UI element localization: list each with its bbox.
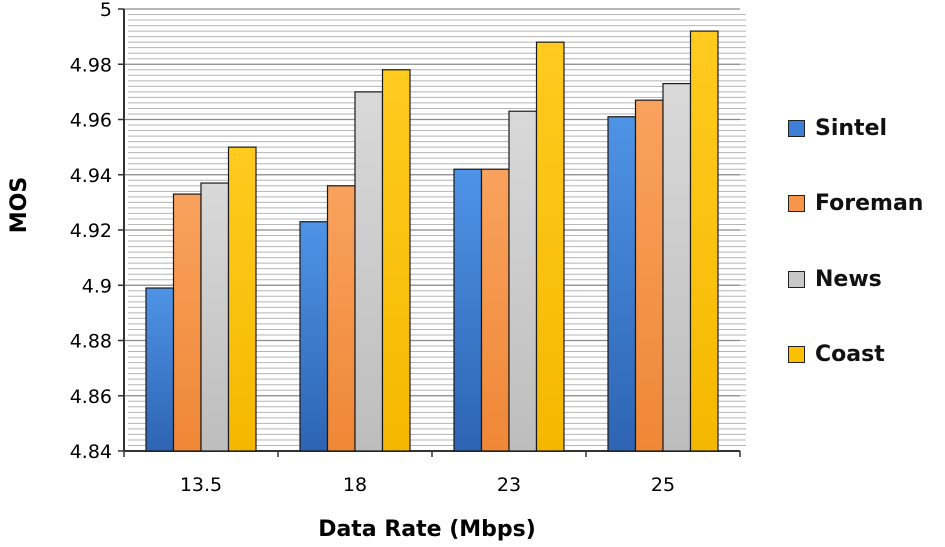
bar-coast-25	[689, 30, 719, 452]
legend-item-news: News	[788, 263, 943, 295]
y-tick-label: 4.88	[70, 331, 112, 353]
bar-coast-18	[381, 69, 411, 452]
bar-news-25	[662, 82, 692, 452]
bar-sintel-23	[453, 168, 483, 452]
legend-swatch	[788, 119, 805, 137]
legend-label: Foreman	[815, 191, 924, 216]
bar-foreman-25	[634, 99, 664, 452]
legend-item-sintel: Sintel	[788, 112, 943, 144]
y-tick-label: 4.92	[70, 220, 112, 242]
bar-foreman-13.5	[172, 193, 202, 452]
legend: Sintel Foreman News Coast	[788, 112, 943, 414]
bar-news-13.5	[200, 182, 230, 452]
legend-swatch	[788, 195, 805, 212]
y-tick-label: 4.94	[70, 165, 112, 187]
y-tick-label: 4.98	[70, 54, 112, 76]
y-tick-label: 4.96	[70, 110, 112, 132]
y-tick-label: 4.86	[70, 386, 112, 408]
legend-label: Coast	[815, 342, 885, 367]
bar-foreman-23	[480, 168, 510, 452]
bar-foreman-18	[326, 185, 356, 452]
bar-sintel-18	[299, 221, 329, 452]
bar-news-18	[354, 91, 384, 452]
legend-swatch	[788, 270, 805, 288]
x-tick-label: 13.5	[180, 474, 222, 496]
x-tick-label: 18	[343, 474, 367, 496]
bar-sintel-13.5	[145, 287, 175, 452]
x-tick-label: 25	[651, 474, 675, 496]
legend-label: News	[815, 266, 882, 292]
legend-label: Sintel	[815, 115, 888, 141]
legend-item-coast: Coast	[788, 339, 943, 371]
bars	[145, 30, 719, 452]
tick-labels: 4.84 4.86 4.88 4.9 4.92 4.94 4.96 4.98 5 13.5 18 23…	[70, 0, 675, 496]
y-tick-label: 5	[100, 0, 112, 21]
x-axis-title: Data Rate (Mbps)	[318, 517, 536, 542]
bar-news-23	[508, 110, 538, 452]
x-tick-label: 23	[497, 474, 521, 496]
legend-item-foreman: Foreman	[788, 188, 943, 220]
y-tick-label: 4.84	[70, 441, 112, 463]
bar-coast-23	[535, 41, 565, 452]
y-axis-title: MOS	[7, 177, 32, 233]
y-tick-label: 4.9	[82, 275, 112, 297]
legend-swatch	[788, 346, 805, 363]
bar-sintel-25	[607, 116, 637, 452]
bar-coast-13.5	[227, 146, 257, 452]
